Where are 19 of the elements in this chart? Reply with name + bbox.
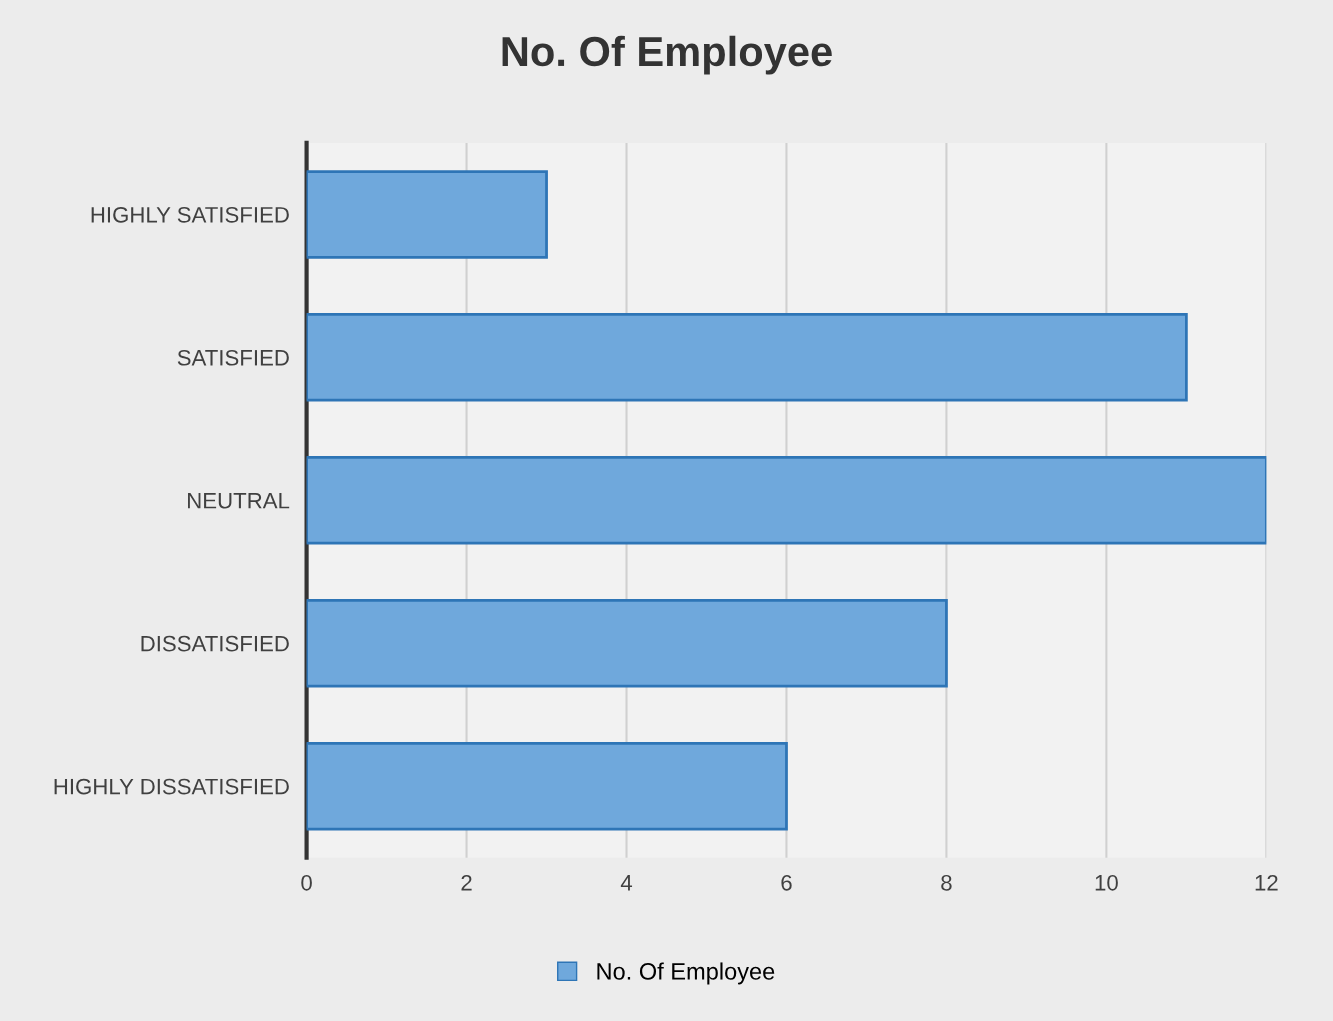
y-tick-label: SATISFIED — [177, 349, 289, 366]
bar — [306, 170, 548, 259]
chart-title: No. Of Employee — [502, 35, 832, 75]
x-tick-label: 8 — [941, 874, 952, 891]
x-tick-label: 10 — [1095, 874, 1118, 891]
y-tick-label: DISSATISFIED — [141, 635, 289, 652]
y-tick-label: HIGHLY SATISFIED — [91, 206, 289, 223]
y-tick-label: NEUTRAL — [188, 493, 290, 509]
bar — [306, 741, 788, 831]
bar — [306, 598, 948, 688]
legend-label: No. Of Employee — [597, 962, 775, 985]
x-tick-label: 0 — [301, 874, 312, 891]
x-tick-label: 2 — [461, 874, 472, 891]
y-tick-label: HIGHLY DISSATISFIED — [54, 778, 289, 795]
x-tick-label: 6 — [781, 874, 792, 891]
bar — [306, 456, 1267, 545]
bar — [306, 313, 1188, 402]
x-tick-label: 4 — [620, 875, 633, 891]
x-tick-label: 12 — [1255, 874, 1278, 891]
